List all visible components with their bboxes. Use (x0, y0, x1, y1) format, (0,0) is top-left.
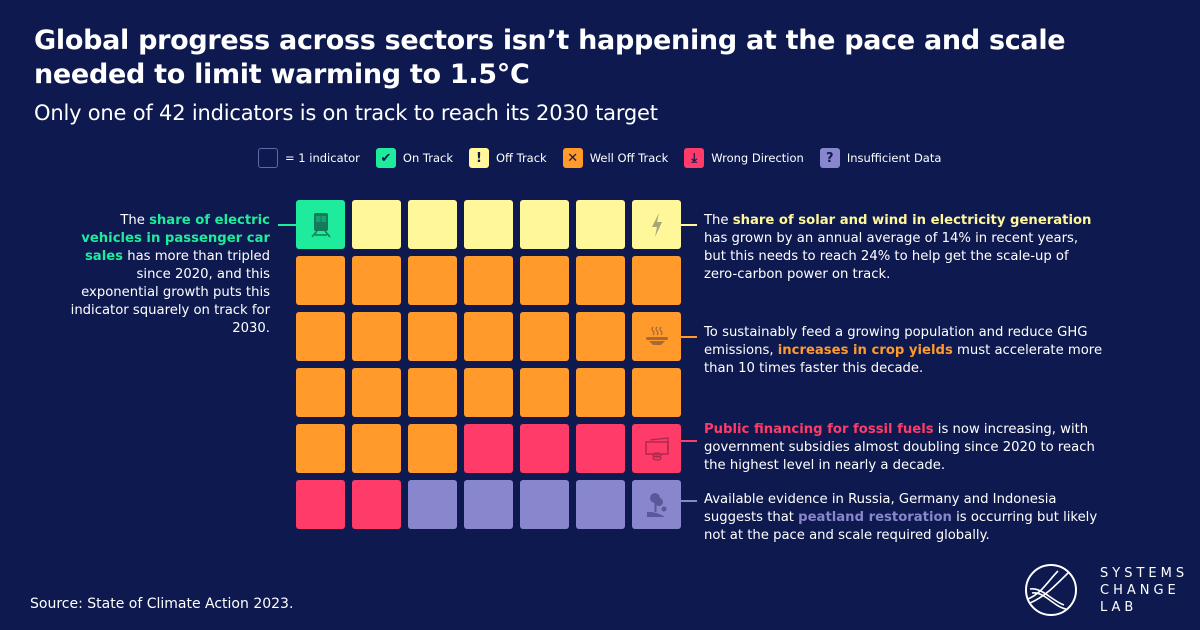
indicator-cell-wrong-direction (296, 480, 345, 529)
annotation-highlight: peatland restoration (798, 510, 952, 525)
annotation-off-track: The share of solar and wind in electrici… (704, 212, 1104, 284)
connector-line (278, 224, 296, 226)
food-bowl-icon (645, 326, 668, 345)
indicator-cell-well-off-track (296, 312, 345, 361)
indicator-cell-well-off-track (352, 312, 401, 361)
legend-item-on-track: ✔ On Track (375, 148, 453, 168)
indicator-cell-insufficient-data (576, 480, 625, 529)
indicator-cell-well-off-track (408, 424, 457, 473)
indicator-cell-wrong-direction (520, 424, 569, 473)
well-off-track-swatch-icon: ✕ (562, 148, 583, 168)
indicator-cell-well-off-track (576, 312, 625, 361)
annotation-wrong-direction: Public financing for fossil fuels is now… (704, 421, 1104, 475)
lightning-icon (651, 212, 662, 237)
wrong-direction-swatch-icon: ⤓ (684, 148, 705, 168)
annotation-highlight: share of solar and wind in electricity g… (732, 213, 1092, 228)
indicator-cell-well-off-track (352, 256, 401, 305)
annotation-text: is occurring but likely not at the pace … (704, 510, 1098, 543)
legend-item-insufficient-data: ? Insufficient Data (819, 148, 942, 168)
indicator-cell-wrong-direction (352, 480, 401, 529)
systems-change-lab-logo: SYSTEMS CHANGE LAB (1024, 563, 1188, 617)
train-icon (310, 212, 331, 237)
indicator-cell-off-track (520, 200, 569, 249)
legend-label: Insufficient Data (846, 151, 942, 165)
indicator-cell-insufficient-data (408, 480, 457, 529)
annotation-insufficient-data: Available evidence in Russia, Germany an… (704, 491, 1104, 545)
annotation-text: The (704, 213, 733, 228)
connector-line (681, 440, 697, 442)
indicator-cell-off-track (352, 200, 401, 249)
indicator-cell-insufficient-data (464, 480, 513, 529)
annotation-text: must accelerate more than 10 times faste… (704, 343, 1103, 376)
legend-label: Off Track (495, 151, 547, 165)
legend-item-off-track: ! Off Track (468, 148, 547, 168)
legend-item-indicator: = 1 indicator (258, 148, 360, 168)
tree-icon (646, 492, 666, 517)
indicator-cell-well-off-track (632, 368, 681, 417)
indicator-cell-well-off-track (408, 368, 457, 417)
page-title: Global progress across sectors isn’t hap… (34, 25, 1066, 90)
indicator-cell-insufficient-data (520, 480, 569, 529)
annotation-highlight: Public financing for fossil fuels (704, 422, 934, 437)
indicator-cell-well-off-track (632, 312, 681, 361)
logo-text-1: SYSTEMS (1100, 565, 1189, 581)
on-track-swatch-icon: ✔ (375, 148, 396, 168)
indicator-cell-well-off-track (352, 424, 401, 473)
indicator-cell-well-off-track (632, 256, 681, 305)
indicator-cell-well-off-track (408, 312, 457, 361)
legend: = 1 indicator ✔ On Track! Off Track ✕ Well Of… (258, 148, 957, 168)
indicator-cell-well-off-track (296, 368, 345, 417)
page-subtitle: Only one of 42 indicators is on track to… (34, 101, 658, 125)
indicator-cell-insufficient-data (632, 480, 681, 529)
logo-text-2: CHANGE (1100, 582, 1180, 598)
indicator-cell-well-off-track (520, 256, 569, 305)
indicator-cell-well-off-track (464, 368, 513, 417)
legend-label: On Track (402, 151, 453, 165)
indicator-cell-on-track (296, 200, 345, 249)
money-icon (644, 436, 669, 461)
connector-line (681, 224, 697, 226)
legend-label: = 1 indicator (285, 151, 360, 165)
logo-circle-icon (1025, 564, 1077, 616)
indicator-cell-well-off-track (520, 312, 569, 361)
indicator-cell-off-track (632, 200, 681, 249)
off-track-swatch-icon: ! (468, 148, 489, 168)
indicator-cell-well-off-track (464, 312, 513, 361)
indicator-cell-well-off-track (296, 256, 345, 305)
indicator-cell-well-off-track (576, 256, 625, 305)
indicator-cell-off-track (408, 200, 457, 249)
source-note: Source: State of Climate Action 2023. (30, 596, 294, 612)
connector-line (681, 336, 697, 338)
indicator-cell-wrong-direction (576, 424, 625, 473)
annotation-text: has more than tripled since 2020, and th… (70, 249, 270, 336)
indicator-cell-off-track (464, 200, 513, 249)
connector-line (681, 500, 697, 502)
indicator-swatch-icon (258, 148, 278, 168)
legend-label: Well Off Track (589, 151, 669, 165)
indicator-cell-well-off-track (408, 256, 457, 305)
legend-label: Wrong Direction (711, 151, 804, 165)
indicator-cell-well-off-track (352, 368, 401, 417)
legend-item-wrong-direction: ⤓ Wrong Direction (684, 148, 804, 168)
annotation-text: has grown by an annual average of 14% in… (704, 231, 1079, 282)
indicator-cell-off-track (576, 200, 625, 249)
indicator-cell-well-off-track (464, 256, 513, 305)
insufficient-data-swatch-icon: ? (819, 148, 840, 168)
indicator-cell-well-off-track (576, 368, 625, 417)
indicator-cell-well-off-track (520, 368, 569, 417)
annotation-text: To sustainably feed a growing population… (704, 325, 1088, 358)
annotation-text: Available evidence in Russia, Germany an… (704, 492, 1057, 525)
annotation-highlight: share of electric vehicles in passenger … (81, 213, 270, 264)
indicator-cell-well-off-track (296, 424, 345, 473)
annotation-text: is now increasing, with government subsi… (704, 422, 1095, 473)
legend-item-well-off-track: ✕ Well Off Track (562, 148, 669, 168)
logo-text-3: LAB (1100, 599, 1138, 615)
annotation-text: The (120, 213, 150, 228)
annotation-well-off-track: To sustainably feed a growing population… (704, 324, 1104, 378)
annotation-on-track: The share of electric vehicles in passen… (60, 212, 270, 338)
indicator-cell-wrong-direction (632, 424, 681, 473)
annotation-highlight: increases in crop yields (777, 343, 953, 358)
indicator-cell-wrong-direction (464, 424, 513, 473)
